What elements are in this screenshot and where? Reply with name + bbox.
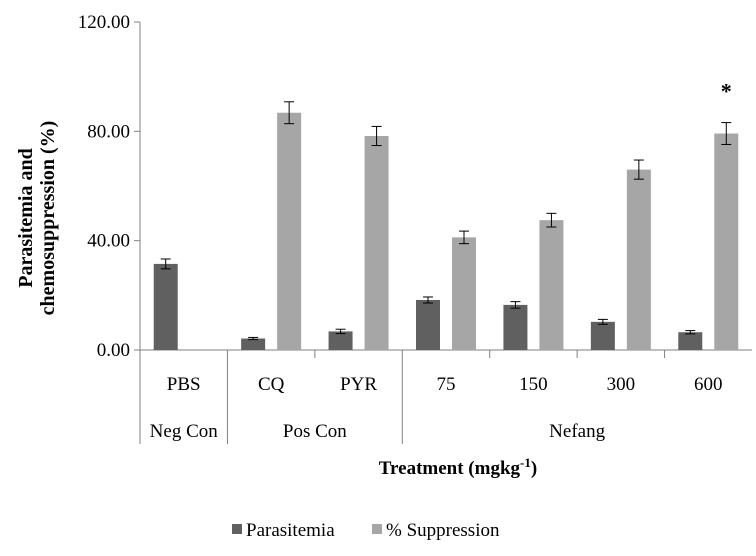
bars	[153, 101, 739, 350]
bar-parasitemia	[241, 338, 266, 350]
x-axis-title-sup: -1	[520, 455, 531, 470]
y-axis-title-line2: chemosuppression (%)	[37, 121, 59, 316]
significance-marker: *	[721, 79, 732, 104]
bar-suppression	[452, 237, 476, 350]
group-label: Nefang	[549, 421, 605, 442]
bar-parasitemia	[590, 321, 615, 350]
x-tick-label: PYR	[340, 374, 377, 395]
x-tick-label: PBS	[167, 374, 201, 395]
x-axis-title-main: Treatment (mgkg	[379, 458, 521, 479]
x-axis-title: Treatment (mgkg-1)	[379, 455, 537, 480]
y-tick-label: 120.00	[78, 12, 130, 33]
bar-suppression	[714, 133, 739, 350]
bar-suppression	[277, 112, 302, 350]
legend: Parasitemia % Suppression	[232, 520, 500, 541]
y-tick-label: 0.00	[97, 340, 130, 361]
legend-label: Parasitemia	[246, 520, 335, 541]
x-tick-label: 600	[694, 374, 723, 395]
x-tick-label: CQ	[258, 374, 285, 395]
y-axis-title: Parasitemia and chemosuppression (%)	[15, 121, 59, 316]
y-tick-label: 80.00	[87, 121, 130, 142]
legend-label: % Suppression	[386, 520, 500, 541]
bar-suppression	[626, 169, 651, 350]
y-tick-label: 40.00	[87, 231, 130, 252]
labels: PBS CQ PYR 75 150 300 600 Neg Con Pos Con Nefang *	[150, 79, 732, 442]
bar-parasitemia	[153, 263, 178, 350]
group-label: Neg Con	[150, 421, 219, 442]
y-axis-title-line1: Parasitemia and	[15, 148, 37, 287]
legend-swatch	[232, 524, 242, 534]
x-tick-label: 75	[437, 374, 456, 395]
x-tick-label: 300	[607, 374, 636, 395]
legend-swatch	[372, 524, 382, 534]
group-label: Pos Con	[283, 421, 347, 442]
bar-suppression	[364, 135, 389, 350]
x-axis-title-close: )	[531, 458, 537, 479]
bar-parasitemia	[328, 331, 353, 350]
bar-parasitemia	[416, 299, 440, 350]
bar-parasitemia	[678, 332, 703, 350]
x-tick-label: 150	[519, 374, 548, 395]
bar-parasitemia	[503, 304, 528, 350]
bar-suppression	[539, 220, 564, 350]
